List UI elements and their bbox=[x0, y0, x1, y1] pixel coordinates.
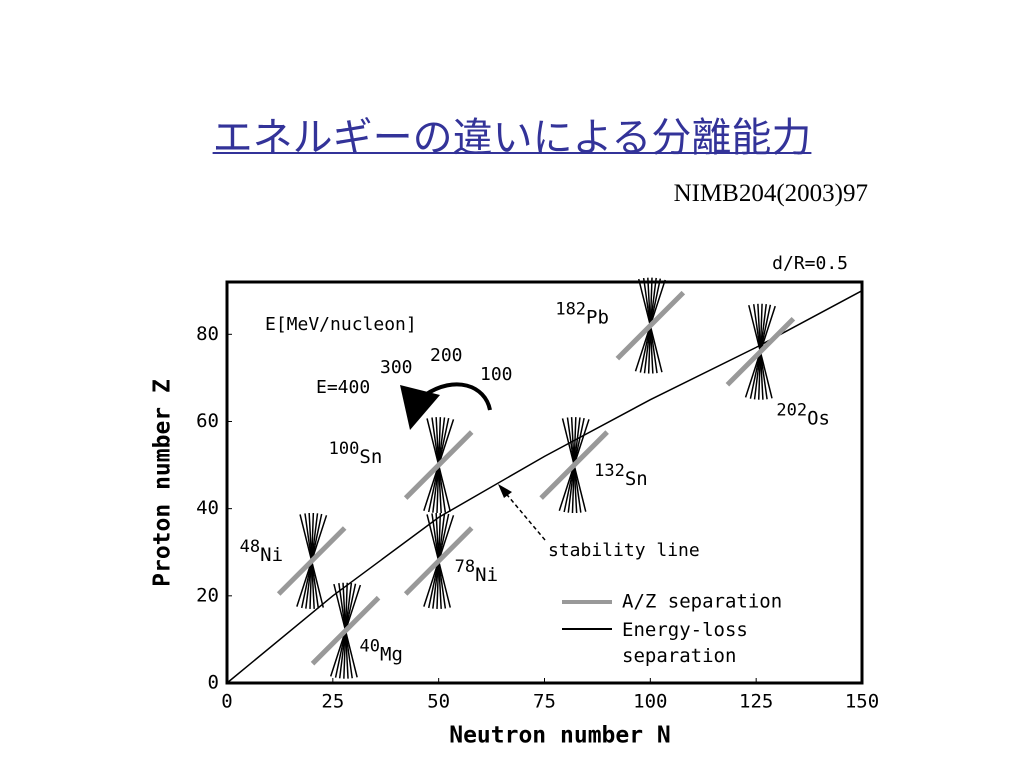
mass-number: 132 bbox=[594, 461, 625, 481]
x-axis-label: Neutron number N bbox=[449, 723, 671, 749]
nucleus: 78Ni bbox=[403, 512, 498, 609]
az-separation bbox=[725, 316, 796, 387]
nucleus-label: 48Ni bbox=[240, 537, 283, 566]
x-tick-label: 100 bbox=[633, 691, 667, 713]
x-tick-label: 0 bbox=[221, 691, 232, 713]
element: Sn bbox=[359, 446, 382, 468]
az-separation bbox=[615, 290, 686, 361]
nucleus-label: 202Os bbox=[776, 401, 830, 430]
nucleus: 182Pb bbox=[555, 277, 686, 374]
mass-number: 182 bbox=[555, 300, 586, 320]
nucleus-label: 100Sn bbox=[329, 439, 383, 468]
element: Ni bbox=[260, 543, 283, 565]
y-tick-label: 80 bbox=[196, 323, 219, 345]
y-tick-label: 60 bbox=[196, 410, 219, 432]
legend-label: A/Z separation bbox=[622, 591, 782, 613]
stability-label: stability line bbox=[548, 540, 700, 561]
note: d/R=0.5 bbox=[772, 253, 848, 274]
legend-label: Energy-loss separation bbox=[622, 619, 748, 667]
nucleus: 202Os bbox=[725, 303, 830, 430]
nucleus: 100Sn bbox=[329, 417, 474, 514]
az-separation bbox=[403, 430, 474, 500]
x-tick-label: 125 bbox=[739, 691, 773, 713]
nucleus: 40Mg bbox=[310, 582, 403, 679]
az-separation bbox=[276, 526, 347, 596]
x-tick-label: 75 bbox=[533, 691, 556, 713]
element: Ni bbox=[475, 563, 498, 585]
mass-number: 78 bbox=[455, 557, 475, 577]
energy-label: 200 bbox=[430, 345, 463, 366]
energy-arrow bbox=[423, 382, 492, 411]
az-separation bbox=[403, 526, 474, 596]
element: Pb bbox=[586, 306, 609, 328]
nucleus: 48Ni bbox=[240, 512, 347, 609]
mass-number: 48 bbox=[240, 537, 260, 557]
stability-pointer-head bbox=[498, 484, 512, 498]
energy-title: E[MeV/nucleon] bbox=[265, 314, 417, 335]
az-separation bbox=[310, 595, 381, 666]
energy-label: 300 bbox=[380, 357, 413, 378]
element: Mg bbox=[380, 643, 403, 665]
y-tick-label: 0 bbox=[208, 672, 219, 694]
y-axis-label: Proton number Z bbox=[150, 379, 176, 587]
mass-number: 202 bbox=[776, 401, 807, 421]
energy-arrow-head bbox=[400, 385, 440, 430]
stability-pointer bbox=[502, 489, 546, 541]
energy-label: 100 bbox=[480, 364, 513, 385]
nucleus-label: 40Mg bbox=[360, 637, 403, 666]
x-tick-label: 150 bbox=[845, 691, 879, 713]
y-tick-label: 40 bbox=[196, 497, 219, 519]
nucleus-label: 78Ni bbox=[455, 557, 498, 586]
stability-line bbox=[226, 290, 863, 684]
y-tick-label: 20 bbox=[196, 584, 219, 606]
element: Os bbox=[807, 407, 830, 429]
nucleus-label: 182Pb bbox=[555, 300, 609, 329]
slide-title: エネルギーの違いによる分離能力 bbox=[0, 105, 1024, 163]
title-text: エネルギーの違いによる分離能力 bbox=[212, 115, 812, 161]
nucleus: 132Sn bbox=[539, 417, 648, 514]
mass-number: 100 bbox=[329, 439, 360, 459]
az-separation bbox=[539, 430, 609, 500]
x-tick-label: 25 bbox=[321, 691, 344, 713]
energy-label: E=400 bbox=[316, 377, 370, 398]
nucleus-label: 132Sn bbox=[594, 461, 648, 490]
reference: NIMB204(2003)97 bbox=[673, 180, 868, 207]
mass-number: 40 bbox=[360, 637, 380, 657]
element: Sn bbox=[625, 468, 648, 490]
x-tick-label: 50 bbox=[427, 691, 450, 713]
